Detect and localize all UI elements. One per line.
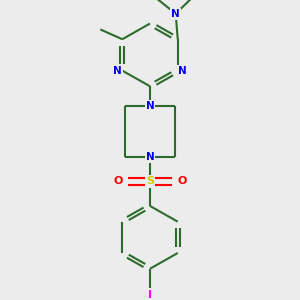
Text: N: N — [113, 66, 122, 76]
Text: N: N — [178, 66, 187, 76]
Text: O: O — [113, 176, 123, 186]
Text: N: N — [171, 9, 180, 19]
Text: S: S — [146, 176, 154, 186]
Text: N: N — [146, 101, 154, 111]
Text: N: N — [146, 152, 154, 162]
Text: O: O — [177, 176, 187, 186]
Text: I: I — [148, 290, 152, 300]
